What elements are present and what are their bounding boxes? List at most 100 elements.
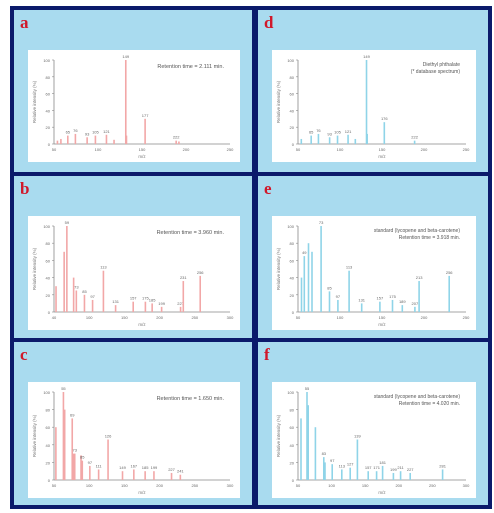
y-tick-label: 20 (46, 460, 51, 465)
x-tick-label: 150 (139, 147, 146, 152)
peak-label: 157 (130, 296, 137, 301)
peak-label: 281 (439, 463, 446, 468)
x-tick-label: 150 (379, 147, 386, 152)
peak-label: 241 (177, 469, 184, 474)
x-tick-label: 200 (183, 147, 190, 152)
x-tick-label: 100 (95, 147, 102, 152)
peak-label: 49 (302, 250, 307, 255)
y-tick-label: 40 (46, 443, 51, 448)
x-tick-label: 250 (463, 147, 470, 152)
peak-label: 139 (354, 434, 361, 439)
peak-label: 256 (197, 270, 204, 275)
y-axis-label: Relative intensity (%) (32, 247, 37, 290)
y-tick-label: 100 (43, 224, 50, 229)
spectrum-svg: 0 20 40 60 80 100 50 100 150 200 250 Relative inten… (276, 220, 470, 327)
peak-label: 97 (330, 458, 335, 463)
annotation-line-1: Diethyl phthalate (423, 62, 460, 68)
x-tick-label: 50 (52, 147, 57, 152)
y-tick-label: 60 (290, 258, 295, 263)
x-tick-label: 150 (362, 483, 369, 488)
peak-label: 211 (397, 465, 404, 470)
peak-label: 189 (399, 299, 406, 304)
x-axis-label: m/z (378, 490, 386, 495)
y-tick-label: 20 (290, 460, 295, 465)
panel-label: f (264, 345, 270, 364)
peak-label: 167 (130, 463, 137, 468)
peak-label: 73 (319, 220, 324, 225)
peak-label: 76 (316, 128, 321, 133)
x-tick-label: 50 (296, 147, 301, 152)
x-tick-label: 200 (156, 315, 163, 320)
panel-b: b 0 20 40 60 80 100 40 100 150 200 250 300 Relative … (14, 176, 252, 338)
panel-label: b (20, 179, 30, 198)
y-tick-label: 40 (46, 276, 51, 281)
peak-label: 227 (407, 467, 414, 472)
y-axis-label: Relative intensity (%) (32, 414, 37, 457)
x-tick-label: 150 (379, 315, 386, 320)
spectrum-plot: 0 20 40 60 80 100 50 100 150 200 250 Relative inten… (272, 50, 476, 162)
peak-label: 97 (88, 460, 93, 465)
peak-label: 65 (66, 130, 71, 135)
retention-time-label: Retention time = 1.650 min. (157, 396, 225, 402)
peak-label: 113 (100, 265, 107, 270)
y-tick-label: 40 (46, 108, 51, 113)
peak-label: 227 (177, 301, 184, 306)
spectrum-svg: 0 20 40 60 80 100 50 100 150 200 250 Relative inten… (276, 54, 470, 159)
peak-label: 127 (347, 462, 354, 467)
peak-label: 113 (346, 265, 353, 270)
x-tick-label: 250 (429, 483, 436, 488)
y-tick-label: 100 (287, 390, 294, 395)
y-tick-label: 40 (290, 108, 295, 113)
y-tick-label: 0 (48, 142, 51, 147)
y-tick-label: 100 (43, 390, 50, 395)
y-tick-label: 0 (292, 478, 295, 483)
peak-label: 199 (151, 465, 158, 470)
peak-label: 55 (305, 386, 310, 391)
x-tick-label: 100 (86, 483, 93, 488)
peak-label: 222 (411, 135, 418, 140)
x-tick-label: 200 (421, 147, 428, 152)
y-axis-label: Relative intensity (%) (276, 247, 281, 290)
x-axis-label: m/z (378, 154, 386, 159)
peak-label: 85 (80, 455, 85, 460)
peak-label: 199 (390, 467, 397, 472)
peak-label: 121 (345, 129, 352, 134)
y-tick-label: 0 (292, 142, 295, 147)
y-tick-label: 100 (287, 58, 294, 63)
y-axis-label: Relative intensity (%) (32, 80, 37, 123)
annotation-line-2: Retention time = 3.918 min. (399, 235, 460, 241)
y-tick-label: 20 (46, 293, 51, 298)
x-tick-label: 100 (328, 483, 335, 488)
peak-label: 76 (73, 128, 78, 133)
peak-label: 181 (379, 460, 386, 465)
peak-label: 85 (327, 285, 332, 290)
x-tick-label: 50 (296, 483, 301, 488)
x-tick-label: 100 (337, 315, 344, 320)
peak-label: 207 (412, 301, 419, 306)
peak-label: 171 (373, 465, 380, 470)
y-tick-label: 60 (290, 425, 295, 430)
annotation-line-1: standard (lycopene and beta-carotene) (374, 394, 461, 400)
peak-label: 175 (142, 296, 149, 301)
x-tick-label: 50 (296, 315, 301, 320)
spectrum-plot: 0 20 40 60 80 100 50 100 150 200 250 Relative inten… (28, 50, 240, 162)
y-tick-label: 80 (290, 75, 295, 80)
x-tick-label: 250 (227, 147, 234, 152)
peak-label: 149 (119, 465, 126, 470)
spectrum-svg: 0 20 40 60 80 100 50 100 150 200 250 300 Relative in… (32, 386, 234, 495)
panel-label: e (264, 179, 272, 198)
figure-frame: a 0 20 40 60 80 100 50 100 150 200 250 Relative int… (10, 6, 492, 509)
x-tick-label: 50 (52, 483, 57, 488)
y-tick-label: 80 (290, 408, 295, 413)
x-tick-label: 200 (156, 483, 163, 488)
peak-label: 97 (90, 294, 95, 299)
y-tick-label: 100 (287, 224, 294, 229)
peak-label: 65 (309, 130, 314, 135)
peak-label: 157 (377, 296, 384, 301)
spectrum-plot: 0 20 40 60 80 100 50 100 150 200 250 300 Relative in… (272, 382, 476, 498)
panel-e: e 0 20 40 60 80 100 50 100 150 200 250 Relative int… (258, 176, 488, 338)
peak-label: 131 (112, 299, 119, 304)
x-axis-label: m/z (138, 154, 146, 159)
x-tick-label: 250 (191, 315, 198, 320)
spectrum-plot: 0 20 40 60 80 100 50 100 150 200 250 300 Relative in… (28, 382, 240, 498)
